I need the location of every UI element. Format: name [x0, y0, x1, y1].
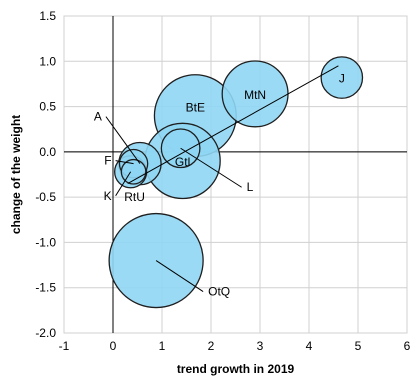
trend-line — [127, 65, 339, 184]
bubble-label-k: K — [104, 189, 112, 203]
x-tick-label: 6 — [404, 339, 411, 353]
bubble-label-j: J — [339, 72, 345, 86]
x-tick-label: 4 — [306, 339, 313, 353]
bubble-j — [320, 56, 364, 99]
y-tick-label: -0.5 — [35, 190, 56, 204]
leader-line-l — [180, 147, 242, 188]
bubble-label-f: F — [104, 154, 111, 168]
y-tick-label: 1.0 — [39, 54, 56, 68]
x-tick-label: -1 — [59, 339, 70, 353]
y-tick-label: 1.5 — [39, 9, 56, 23]
x-tick-label: 2 — [208, 339, 215, 353]
bubble-label-bte: BtE — [186, 101, 205, 115]
y-tick-label: -2.0 — [35, 326, 56, 340]
x-tick-label: 0 — [110, 339, 117, 353]
bubble-label-rtu: RtU — [124, 190, 145, 204]
y-tick-label: 0.5 — [39, 100, 56, 114]
bubble-rtu — [120, 158, 147, 185]
x-tick-label: 1 — [159, 339, 166, 353]
bubble-label-a: A — [94, 110, 102, 124]
x-tick-label: 5 — [355, 339, 362, 353]
y-tick-label: -1.0 — [35, 235, 56, 249]
bubble-label-gtl: Gtl — [175, 155, 190, 169]
y-axis-title: change of the weight — [9, 115, 23, 234]
leader-line-a — [105, 116, 141, 164]
x-axis-title: trend growth in 2019 — [177, 362, 295, 376]
y-tick-label: 0.0 — [39, 145, 56, 159]
leader-line-otq — [155, 260, 204, 292]
y-tick-label: -1.5 — [35, 281, 56, 295]
x-tick-label: 3 — [257, 339, 264, 353]
leader-line-f — [115, 160, 134, 165]
bubble-label-otq: OtQ — [208, 285, 230, 299]
leader-line-k — [115, 171, 132, 197]
bubble-label-l: L — [247, 180, 254, 194]
bubble-label-mtn: MtN — [244, 88, 266, 102]
